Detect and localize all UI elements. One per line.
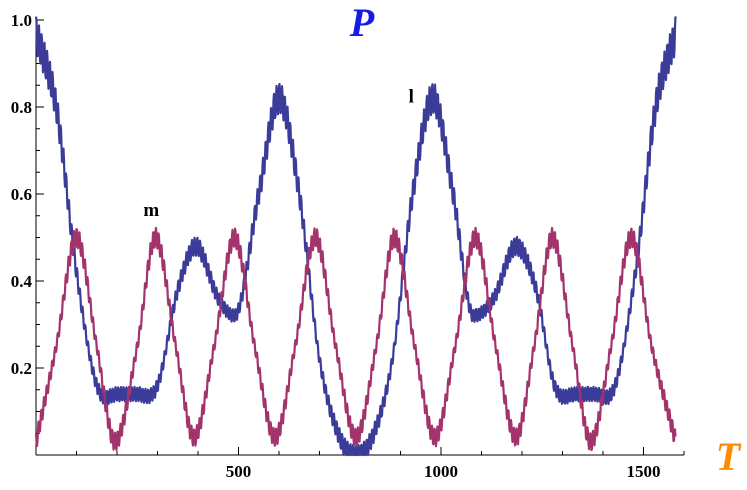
series-line-l bbox=[34, 16, 677, 457]
y-tick-label: 0.2 bbox=[11, 359, 32, 378]
curve-label-l: l bbox=[409, 87, 414, 108]
series-layer bbox=[34, 16, 677, 457]
y-tick-label: 0.6 bbox=[11, 185, 32, 204]
ticks: 500 1000 1500 0.2 0.4 0.6 0.8 1.0 bbox=[11, 11, 685, 481]
series-line-m bbox=[34, 226, 677, 452]
x-tick-label: 1500 bbox=[627, 462, 661, 481]
curve-label-m: m bbox=[143, 200, 159, 221]
y-tick-label: 0.4 bbox=[11, 272, 33, 291]
y-tick-label: 0.8 bbox=[11, 98, 32, 117]
y-axis-label: P bbox=[349, 0, 375, 45]
x-tick-label: 1000 bbox=[424, 462, 458, 481]
y-tick-label: 1.0 bbox=[11, 11, 32, 30]
x-tick-label: 500 bbox=[226, 462, 252, 481]
x-axis-label: T bbox=[716, 434, 742, 479]
